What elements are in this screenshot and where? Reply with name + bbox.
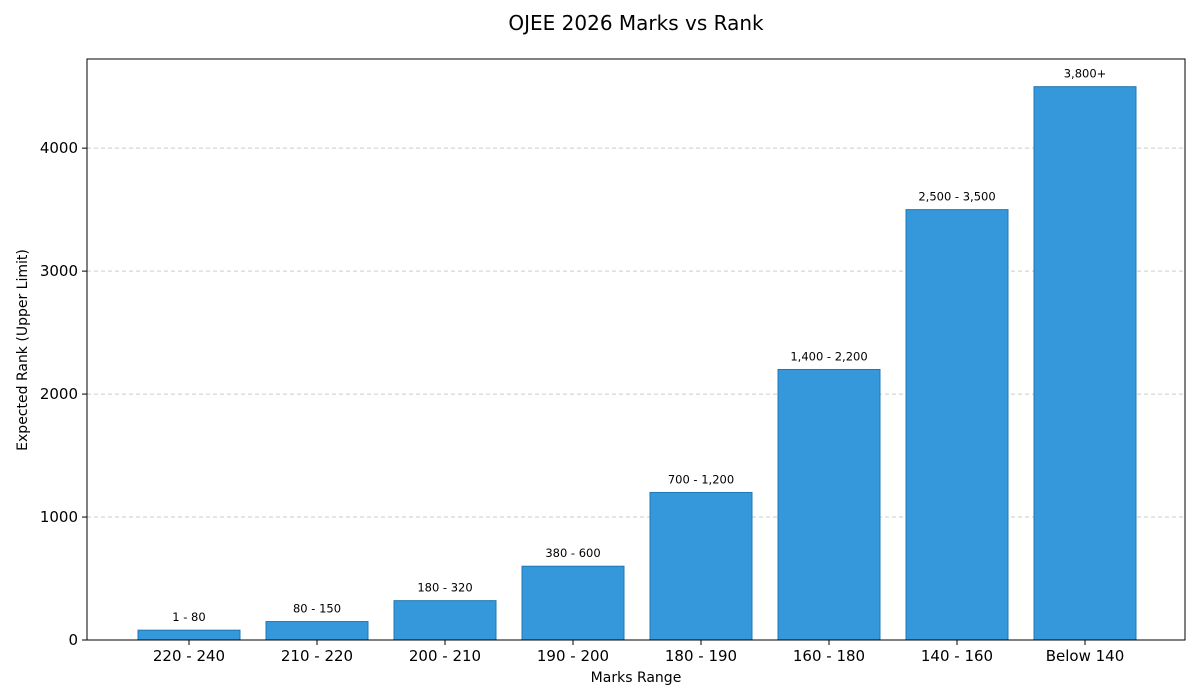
- y-tick-label: 0: [68, 631, 78, 649]
- bar: [1033, 86, 1137, 641]
- bar-data-label: 180 - 320: [417, 581, 472, 595]
- chart-title: OJEE 2026 Marks vs Rank: [508, 11, 764, 35]
- x-tick-label: 190 - 200: [537, 647, 609, 665]
- plot-frame: [86, 58, 1186, 641]
- bar: [137, 629, 241, 641]
- y-tick-label: 3000: [40, 262, 78, 280]
- bar: [649, 491, 753, 641]
- bar-data-label: 700 - 1,200: [668, 472, 734, 486]
- y-tick-label: 4000: [40, 139, 78, 157]
- x-tick-label: 200 - 210: [409, 647, 481, 665]
- bar: [521, 565, 625, 641]
- bar: [393, 600, 497, 641]
- x-tick-label: Below 140: [1046, 647, 1125, 665]
- x-tick-label: 180 - 190: [665, 647, 737, 665]
- y-axis-label: Expected Rank (Upper Limit): [15, 249, 31, 451]
- y-tick-label: 1000: [40, 508, 78, 526]
- x-tick-label: 140 - 160: [921, 647, 993, 665]
- bar: [777, 368, 881, 641]
- bar: [905, 209, 1009, 641]
- bar-data-label: 1 - 80: [172, 610, 205, 624]
- bar-value-labels: 1 - 80 80 - 150 180 - 320 380 - 600 700 - 1,…: [172, 67, 1106, 624]
- bars: [137, 86, 1137, 641]
- y-tick-label: 2000: [40, 385, 78, 403]
- x-axis-ticks: 220 - 240 210 - 220 200 - 210 190 - 200 180 …: [153, 640, 1124, 665]
- x-tick-label: 210 - 220: [281, 647, 353, 665]
- bar-data-label: 80 - 150: [293, 602, 341, 616]
- grid-lines: [87, 147, 1185, 518]
- y-axis-ticks: 0 1000 2000 3000 4000: [40, 139, 87, 649]
- bar: [265, 621, 369, 641]
- bar-data-label: 2,500 - 3,500: [918, 190, 995, 204]
- x-tick-label: 160 - 180: [793, 647, 865, 665]
- x-axis-label: Marks Range: [591, 670, 682, 686]
- x-tick-label: 220 - 240: [153, 647, 225, 665]
- bar-data-label: 1,400 - 2,200: [790, 349, 867, 363]
- bar-data-label: 380 - 600: [545, 546, 600, 560]
- bar-data-label: 3,800+: [1064, 67, 1107, 81]
